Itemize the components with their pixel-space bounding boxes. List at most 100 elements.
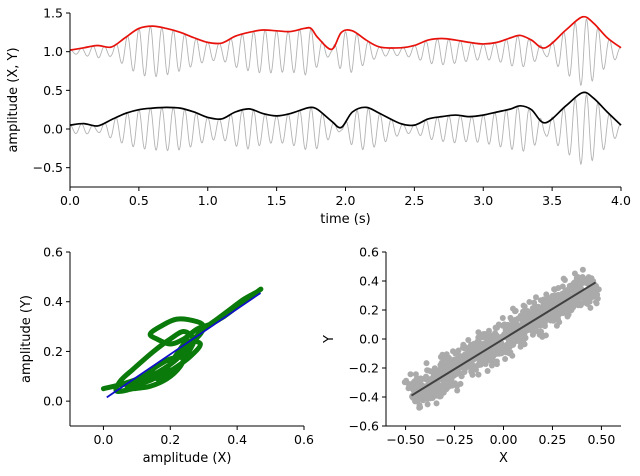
- x-tick-label: 0.0: [60, 193, 80, 208]
- scatter-point: [412, 371, 419, 378]
- y-tick-label: 0.6: [359, 245, 379, 260]
- scatter-point: [454, 383, 461, 389]
- scatter-point: [534, 328, 541, 335]
- x-tick-label: 0.2: [160, 432, 180, 447]
- time-series-panel: 0.0 0.5 1.0 1.5 2.0 2.5 3.0 3.5 4.0 −0.5 0.0 0.5 1.0…: [6, 6, 631, 228]
- scatter-point: [577, 294, 583, 301]
- x-tick-label: −0.50: [386, 432, 424, 447]
- y-tick-label: 0.0: [43, 394, 63, 409]
- y-tick-label: 0.4: [43, 294, 63, 309]
- scatter-point: [413, 396, 420, 403]
- scatter-point: [455, 355, 462, 361]
- scatter-point: [475, 371, 482, 378]
- scatter-point: [433, 381, 440, 388]
- y-tick-label: 0.0: [43, 122, 63, 137]
- scatter-point: [532, 323, 539, 330]
- scatter-point: [495, 348, 502, 355]
- scatter-point: [511, 338, 518, 345]
- scatter-point: [453, 371, 460, 378]
- x-tick-label: −0.25: [435, 432, 473, 447]
- scatter-point: [588, 294, 595, 301]
- xy-loop-panel: 0.0 0.2 0.4 0.6 0.0 0.2 0.4 0.6 amplitude (X) amp…: [19, 245, 314, 467]
- scatter-point: [507, 314, 514, 321]
- x-tick-label: 0.25: [539, 432, 567, 447]
- x-tick-label: 0.6: [294, 432, 314, 447]
- scatter-point: [557, 294, 564, 301]
- scatter-point: [417, 404, 424, 411]
- x-tick-label: 2.5: [404, 193, 424, 208]
- y-tick-label: −0.4: [349, 390, 379, 405]
- scatter-point: [441, 379, 448, 386]
- xy-scatter-panel: −0.50 −0.25 0.00 0.25 0.50 −0.6 −0.4 −0.2 0.0 0.2…: [322, 245, 621, 466]
- y-tick-label: 1.0: [43, 44, 63, 59]
- scatter-point: [421, 390, 428, 397]
- scatter-point: [495, 335, 502, 341]
- scatter-point: [499, 315, 506, 321]
- scatter-point: [547, 317, 554, 324]
- scatter-point: [441, 356, 448, 363]
- carrier-upper: [69, 18, 622, 87]
- x-axis-label: X: [499, 451, 508, 466]
- x-tick-label: 0.00: [490, 432, 518, 447]
- scatter-point: [412, 382, 419, 389]
- x-tick-label: 1.5: [267, 193, 287, 208]
- scatter-point: [462, 344, 469, 351]
- scatter-point: [443, 386, 450, 393]
- scatter-point: [593, 300, 600, 307]
- scatter-point: [419, 395, 426, 402]
- scatter-point: [540, 317, 547, 324]
- x-tick-label: 3.0: [473, 193, 493, 208]
- scatter-point: [471, 363, 478, 370]
- scatter-point: [504, 341, 511, 348]
- scatter-point: [570, 280, 577, 287]
- x-tick-label: 4.0: [611, 193, 631, 208]
- scatter-point: [462, 351, 469, 358]
- envelope-y-line: [69, 15, 622, 51]
- y-tick-label: 1.5: [43, 6, 63, 21]
- scatter-point: [527, 313, 533, 320]
- x-tick-label: 2.0: [336, 193, 356, 208]
- scatter-point: [581, 296, 588, 303]
- scatter-point: [507, 326, 514, 333]
- envelope-x-line: [69, 91, 622, 129]
- scatter-point: [405, 380, 412, 387]
- scatter-point: [559, 283, 566, 290]
- x-tick-label: 0.4: [227, 432, 247, 447]
- x-tick-label: 3.5: [542, 193, 562, 208]
- scatter-point: [448, 378, 454, 385]
- carrier-lower: [69, 94, 622, 166]
- scatter-point: [468, 369, 475, 376]
- scatter-point: [510, 305, 516, 312]
- scatter-point: [433, 400, 440, 407]
- scatter-point: [424, 401, 431, 408]
- y-tick-label: 0.6: [43, 245, 63, 260]
- scatter-point: [579, 266, 586, 273]
- scatter-point: [520, 302, 527, 309]
- scatter-point: [476, 345, 483, 352]
- scatter-point: [484, 368, 491, 374]
- y-tick-label: 0.2: [359, 303, 379, 318]
- scatter-point: [592, 285, 599, 292]
- scatter-point: [439, 351, 446, 358]
- scatter-point: [571, 270, 578, 277]
- y-tick-label: 0.0: [359, 332, 379, 347]
- scatter-point: [479, 357, 486, 364]
- x-tick-label: 0.50: [587, 432, 615, 447]
- scatter-point: [550, 294, 557, 301]
- y-tick-label: 0.4: [359, 274, 379, 289]
- fit-line: [410, 281, 597, 397]
- scatter-point: [488, 353, 495, 360]
- y-tick-label: −0.2: [349, 361, 379, 376]
- scatter-point: [502, 356, 509, 362]
- scatter-point: [565, 287, 572, 294]
- scatter-point: [552, 316, 559, 323]
- scatter-point: [490, 358, 497, 365]
- scatter-point: [529, 331, 536, 338]
- scatter-point: [432, 392, 439, 399]
- scatter-point: [416, 378, 423, 385]
- scatter-point: [532, 303, 539, 310]
- x-tick-label: 1.0: [198, 193, 218, 208]
- scatter-point: [407, 371, 414, 378]
- xy-loop-trace: [100, 286, 264, 394]
